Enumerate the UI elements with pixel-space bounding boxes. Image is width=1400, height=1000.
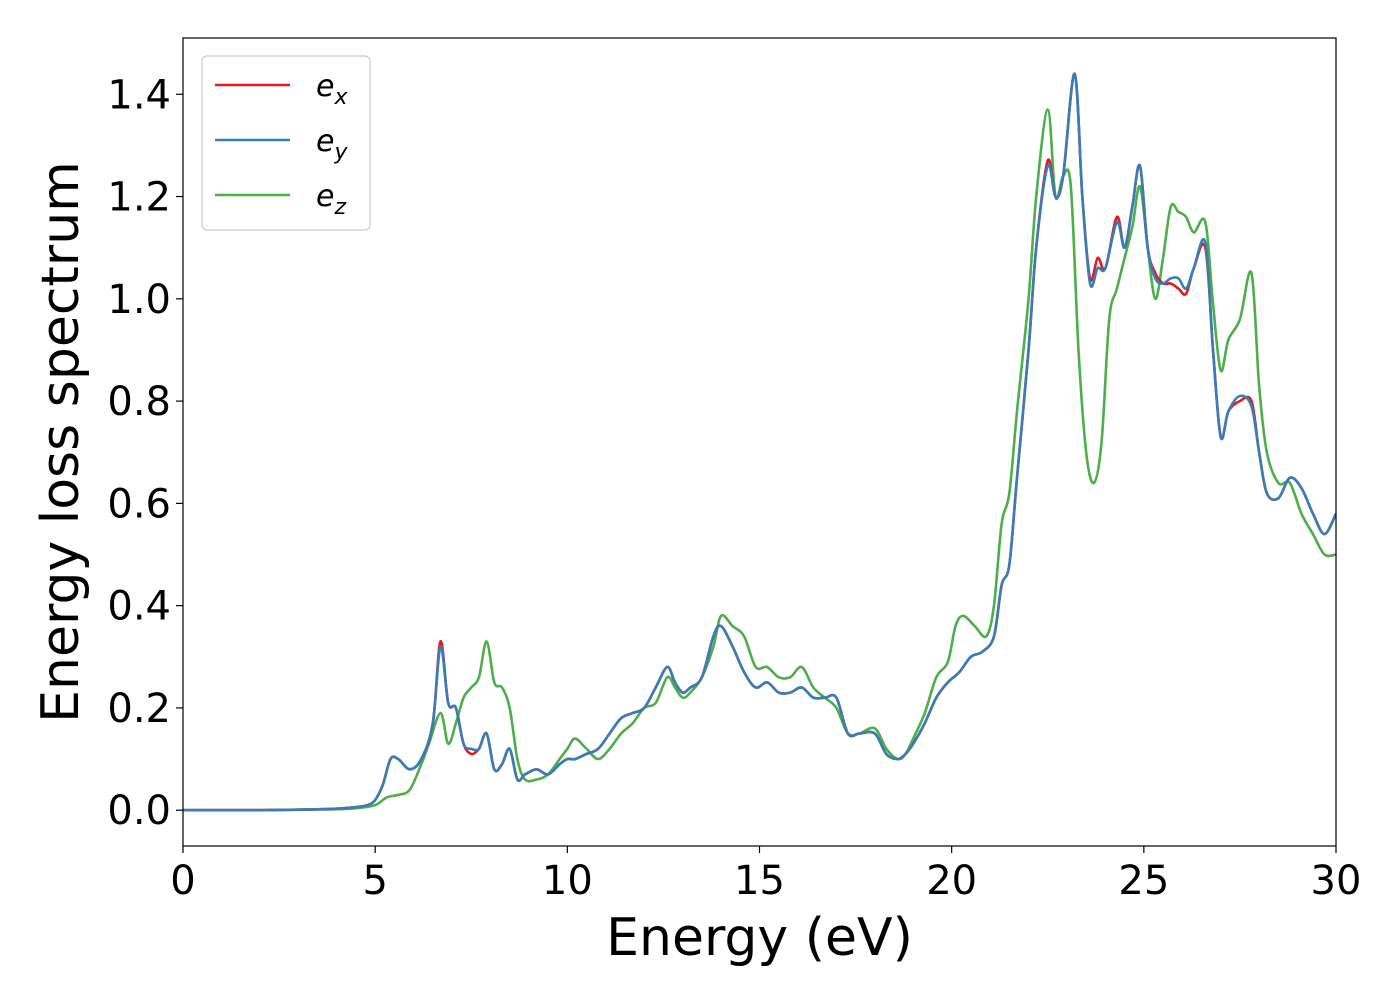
legend-label: ey — [316, 124, 348, 165]
legend-label: ez — [316, 179, 346, 220]
y-tick-label: 0.8 — [107, 379, 171, 425]
legend: ex ey ez — [201, 55, 371, 231]
y-tick-label: 0.2 — [107, 686, 171, 732]
x-axis-ticks: 0 5 10 15 20 25 30 — [170, 846, 1361, 904]
y-axis-label: Energy loss spectrum — [31, 161, 91, 723]
x-tick-label: 0 — [170, 858, 195, 904]
legend-item-z: ez — [215, 179, 346, 220]
series-line-z — [183, 108, 1336, 812]
y-tick-label: 0.4 — [107, 584, 171, 630]
x-tick-label: 30 — [1311, 858, 1362, 904]
x-axis-label: Energy (eV) — [606, 908, 913, 968]
x-tick-label: 5 — [362, 858, 387, 904]
x-tick-label: 25 — [1118, 858, 1169, 904]
series-layer — [183, 72, 1336, 812]
y-tick-label: 1.0 — [107, 277, 171, 323]
y-axis-ticks: 0.0 0.2 0.4 0.6 0.8 1.0 1.2 1.4 — [107, 72, 183, 834]
legend-box — [201, 55, 371, 231]
legend-item-x: ex — [215, 69, 348, 110]
legend-label: ex — [316, 69, 348, 110]
x-tick-label: 20 — [926, 858, 977, 904]
y-tick-label: 1.2 — [107, 175, 171, 221]
y-tick-label: 0.0 — [107, 788, 171, 834]
x-tick-label: 15 — [734, 858, 785, 904]
legend-item-y: ey — [215, 124, 348, 165]
y-tick-label: 1.4 — [107, 72, 171, 118]
series-line-y — [183, 72, 1336, 812]
y-tick-label: 0.6 — [107, 481, 171, 527]
x-tick-label: 10 — [542, 858, 593, 904]
